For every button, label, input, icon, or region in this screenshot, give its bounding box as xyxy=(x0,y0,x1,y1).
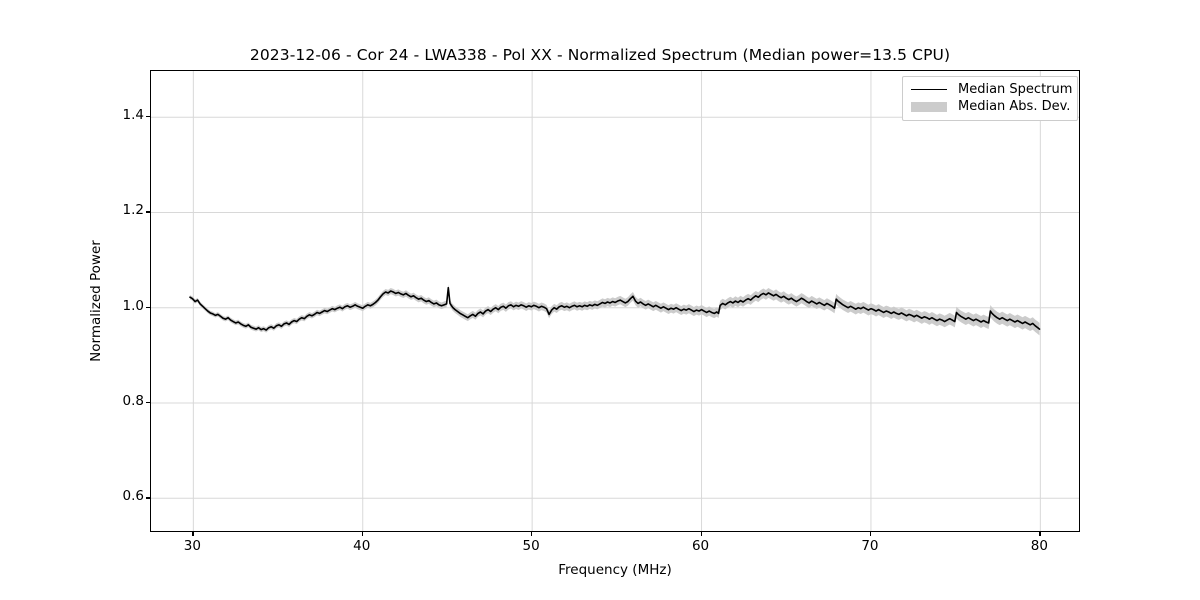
x-tick-label: 40 xyxy=(353,538,371,554)
x-axis-label: Frequency (MHz) xyxy=(558,562,672,578)
y-tick-mark xyxy=(146,306,150,308)
chart-title: 2023-12-06 - Cor 24 - LWA338 - Pol XX - … xyxy=(249,46,951,64)
median-spectrum-line xyxy=(189,286,1041,331)
legend-line-swatch-icon xyxy=(909,83,949,97)
y-axis-label: Normalized Power xyxy=(88,240,104,362)
y-tick-mark xyxy=(146,401,150,404)
legend-label-median-abs-dev: Median Abs. Dev. xyxy=(958,99,1071,114)
x-tick-mark xyxy=(700,532,702,536)
y-tick-label: 1.2 xyxy=(122,202,144,219)
x-tick-label: 30 xyxy=(183,538,201,554)
x-tick-mark xyxy=(869,532,872,536)
legend-label-median-spectrum: Median Spectrum xyxy=(958,82,1073,97)
y-tick-label: 1.0 xyxy=(122,297,144,314)
x-tick-label: 50 xyxy=(522,538,540,554)
legend-item-median-abs-dev: Median Abs. Dev. xyxy=(909,98,1071,115)
y-tick-mark xyxy=(146,497,150,499)
plot-area xyxy=(150,70,1080,532)
legend-item-median-spectrum: Median Spectrum xyxy=(909,81,1073,98)
y-tick-mark xyxy=(146,116,150,118)
median-abs-dev-band xyxy=(189,284,1040,336)
gridlines xyxy=(151,71,1079,531)
y-tick-label: 0.6 xyxy=(122,488,144,505)
y-tick-mark xyxy=(146,211,150,213)
x-tick-mark xyxy=(361,532,364,536)
legend-patch-swatch-icon xyxy=(909,100,949,114)
chart-legend: Median Spectrum Median Abs. Dev. xyxy=(902,76,1078,121)
plot-svg xyxy=(151,71,1079,531)
y-tick-label: 1.4 xyxy=(122,107,144,124)
y-tick-label: 0.8 xyxy=(122,392,144,409)
x-tick-mark xyxy=(192,532,194,536)
x-tick-mark xyxy=(1039,532,1041,536)
x-tick-mark xyxy=(531,532,533,536)
x-tick-label: 70 xyxy=(861,538,879,554)
x-tick-label: 60 xyxy=(691,538,710,554)
x-tick-label: 80 xyxy=(1030,538,1048,554)
